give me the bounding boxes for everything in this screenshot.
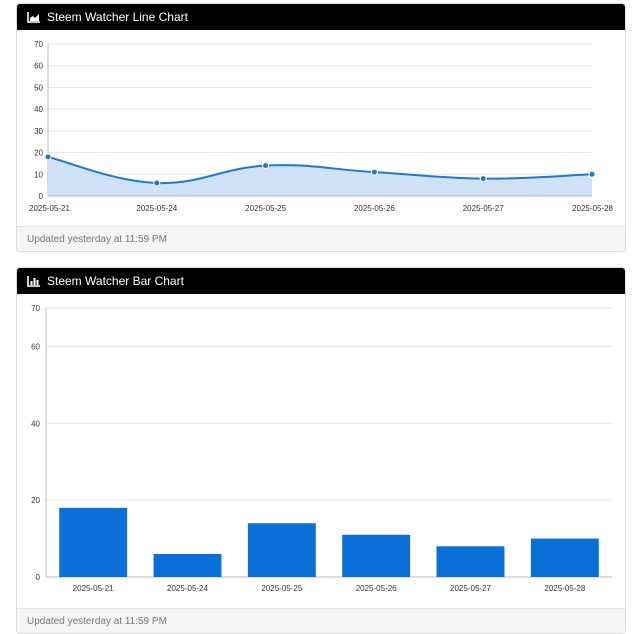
bar [530,538,599,577]
data-point [44,153,52,161]
y-tick-label: 40 [31,419,40,428]
bar [59,507,128,577]
bar [436,546,505,577]
x-tick-label: 2025-05-28 [544,584,585,593]
card-header: Steem Watcher Bar Chart [17,268,625,294]
y-tick-label: 70 [34,40,43,49]
chart-area: 0 10 20 30 40 50 60 70 2025-05-21 2025-05-24 2025-… [17,30,625,226]
x-tick-label: 2025-05-28 [572,204,613,213]
data-point [262,162,270,170]
x-tick-label: 2025-05-27 [450,584,491,593]
card-footer: Updated yesterday at 11:59 PM [17,226,625,251]
y-tick-label: 60 [34,62,43,71]
bar [153,553,222,577]
area-chart-icon [27,12,40,23]
y-tick-label: 30 [34,127,43,136]
y-tick-label: 10 [34,170,43,179]
x-tick-label: 2025-05-24 [136,204,177,213]
bar [247,523,316,577]
y-tick-label: 70 [31,304,40,313]
y-tick-label: 20 [34,149,43,158]
line-chart: 0 10 20 30 40 50 60 70 2025-05-21 2025-05-24 2025-… [29,40,614,213]
y-tick-label: 40 [34,105,43,114]
y-tick-label: 0 [36,573,41,582]
bar-chart: 0 20 40 60 70 2025-05-21 2025-05-24 2025-05-25 2… [31,304,612,593]
x-tick-label: 2025-05-21 [29,204,70,213]
card-footer: Updated yesterday at 11:59 PM [17,608,625,633]
data-point [479,175,487,183]
y-tick-label: 50 [34,83,43,92]
x-tick-label: 2025-05-27 [463,204,504,213]
line-chart-card: Steem Watcher Line Chart 0 10 20 30 40 50 60 70… [16,3,626,252]
x-tick-label: 2025-05-24 [167,584,208,593]
x-tick-label: 2025-05-21 [73,584,114,593]
series-line [47,155,593,185]
updated-timestamp: Updated yesterday at 11:59 PM [27,233,167,245]
bar-chart-icon [27,276,40,287]
card-header: Steem Watcher Line Chart [17,4,625,30]
card-title: Steem Watcher Line Chart [47,10,188,24]
x-tick-label: 2025-05-25 [245,204,286,213]
chart-area: 0 20 40 60 70 2025-05-21 2025-05-24 2025-05-25 2… [17,294,625,608]
data-point [588,170,596,178]
data-point [370,168,378,176]
updated-timestamp: Updated yesterday at 11:59 PM [27,615,167,627]
y-tick-label: 60 [31,342,40,351]
area-fill [48,156,592,196]
y-tick-label: 20 [31,496,40,505]
y-tick-label: 0 [39,192,44,201]
card-title: Steem Watcher Bar Chart [47,274,184,288]
data-point [153,179,161,187]
x-tick-label: 2025-05-25 [261,584,302,593]
x-tick-label: 2025-05-26 [354,204,395,213]
bar-chart-card: Steem Watcher Bar Chart 0 20 40 60 70 2025-05… [16,267,626,634]
x-tick-label: 2025-05-26 [356,584,397,593]
bar [342,534,411,577]
